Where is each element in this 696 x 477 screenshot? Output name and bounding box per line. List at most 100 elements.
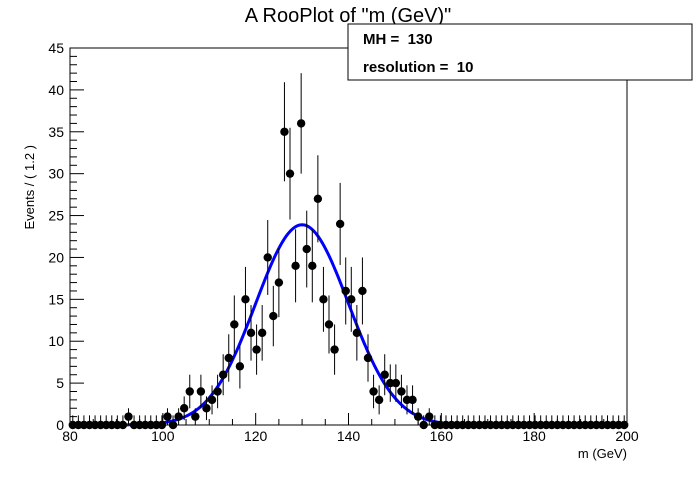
y-tick-label: 15 [48,291,64,307]
x-tick-labels: 80 100 120 140 160 180 200 [62,428,639,444]
data-point [174,408,183,425]
data-point [185,374,194,409]
data-point [207,385,217,415]
y-tick-label: 30 [48,166,64,182]
data-point [118,415,128,430]
data-marker [280,127,289,136]
data-marker [313,194,323,203]
data-point [274,248,284,318]
data-marker [302,244,311,254]
data-point [191,408,200,425]
data-marker [224,353,233,363]
data-point [341,257,350,325]
data-marker [185,387,194,396]
data-point [280,82,289,182]
data-marker [319,295,328,304]
y-tick-label: 45 [48,40,64,56]
data-marker [620,420,629,430]
x-tick-label: 200 [615,428,639,444]
data-point [330,324,339,375]
data-marker [213,387,222,396]
x-tick-label: 140 [337,428,361,444]
data-marker [118,420,128,430]
stats-mh-text: MH = 130 [363,31,433,48]
data-marker [413,412,423,421]
data-marker [347,295,356,304]
data-marker [363,353,373,363]
y-tick-label: 0 [56,417,64,433]
data-marker [335,219,345,229]
data-point [425,408,434,425]
data-marker [324,320,334,329]
data-marker [296,119,306,128]
data-point [230,295,239,354]
data-point [157,415,167,430]
data-marker [269,311,278,321]
data-point [241,266,250,332]
data-point [168,415,178,430]
stats-box: MH = 130 resolution = 10 [347,23,693,81]
data-marker [419,420,428,430]
x-tick-label: 180 [522,428,546,444]
y-tick-label: 35 [48,124,64,140]
data-point [324,295,334,354]
data-marker [218,370,228,379]
data-point [358,257,367,325]
data-marker [380,370,389,379]
axis-ticks [69,47,628,426]
data-marker [235,362,245,371]
y-tick-label: 20 [48,249,64,265]
data-point [391,364,401,402]
data-marker [408,395,417,405]
data-marker [397,387,406,396]
data-point [163,408,172,425]
data-marker [425,412,434,421]
data-point [408,385,417,415]
data-point [257,305,267,361]
y-tick-label: 10 [48,333,64,349]
data-point [296,73,306,174]
data-point [179,396,189,421]
data-point [285,127,295,220]
data-point [246,305,256,361]
data-marker [330,345,339,354]
data-marker [308,261,317,271]
data-point [335,182,345,265]
data-marker [246,328,256,338]
data-marker [291,261,300,271]
data-marker [352,328,362,338]
chart-title: A RooPlot of "m (GeV)" [245,5,452,27]
data-point [218,354,228,396]
data-point [352,305,362,361]
data-marker [207,395,217,405]
data-point [413,408,423,425]
data-marker [252,345,261,354]
y-tick-label: 25 [48,208,64,224]
data-point [213,374,222,409]
y-tick-label: 40 [48,82,64,98]
data-marker [263,253,272,262]
data-point [124,408,133,425]
y-axis-label: Events / ( 1.2 ) [22,145,37,230]
x-tick-label: 80 [62,428,78,444]
data-marker [124,412,133,421]
data-marker [358,286,367,296]
data-marker [196,387,206,396]
data-point [269,285,278,347]
data-marker [179,404,189,413]
data-marker [257,328,267,338]
data-marker [374,395,384,405]
data-marker [174,412,183,421]
data-point [380,354,389,396]
data-point [347,266,356,332]
data-marker [369,387,378,396]
data-points-layer [68,73,629,430]
data-marker [202,404,211,413]
y-tick-label: 5 [56,375,64,391]
data-point [319,266,328,332]
data-marker [241,295,250,304]
data-point [252,324,261,375]
data-point [363,334,373,382]
data-marker [163,412,172,421]
